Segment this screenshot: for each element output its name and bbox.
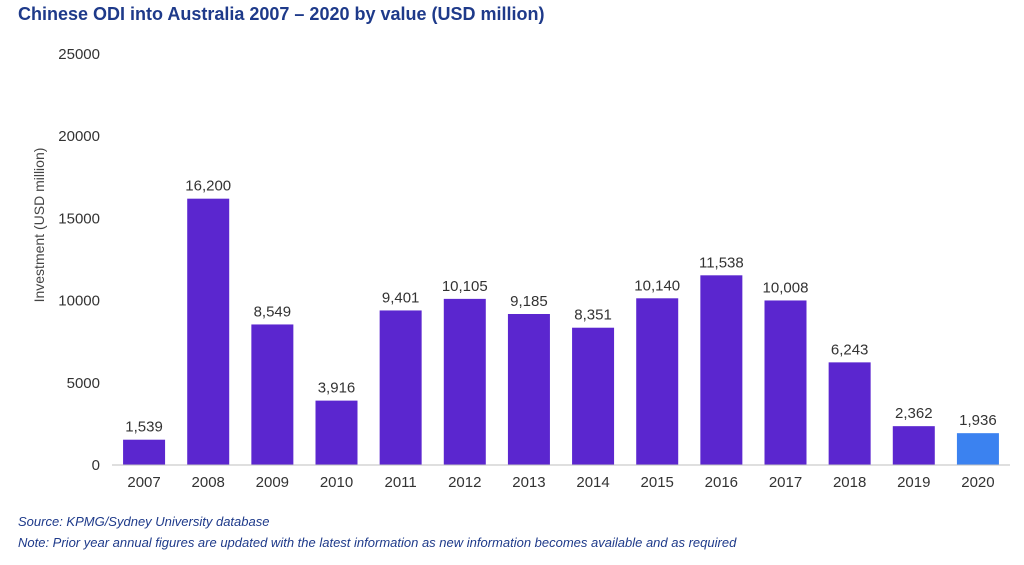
data-label: 6,243 — [831, 341, 869, 358]
bar-2009 — [251, 324, 294, 465]
data-label: 8,549 — [254, 303, 292, 320]
data-label: 10,105 — [442, 278, 488, 295]
source-note: Source: KPMG/Sydney University database — [18, 514, 270, 529]
x-tick-label: 2008 — [192, 474, 225, 491]
data-label: 1,936 — [959, 412, 997, 429]
footnote: Note: Prior year annual figures are upda… — [18, 535, 737, 550]
y-tick-label: 5000 — [67, 375, 100, 392]
data-label: 10,140 — [634, 277, 680, 294]
data-label: 1,539 — [125, 419, 163, 436]
data-label: 9,185 — [510, 293, 548, 310]
x-tick-label: 2014 — [576, 474, 609, 491]
chart-title: Chinese ODI into Australia 2007 – 2020 b… — [18, 4, 545, 24]
x-tick-label: 2015 — [641, 474, 674, 491]
bar-2020 — [956, 433, 999, 465]
y-tick-label: 20000 — [58, 128, 100, 145]
data-label: 8,351 — [574, 307, 612, 324]
bar-2016 — [700, 275, 743, 465]
x-tick-label: 2012 — [448, 474, 481, 491]
x-tick-label: 2010 — [320, 474, 353, 491]
x-tick-label: 2009 — [256, 474, 289, 491]
x-tick-label: 2016 — [705, 474, 738, 491]
bar-2007 — [123, 439, 166, 465]
bar-chart: Investment (USD million) 0 5000 10000 15000… — [31, 46, 1010, 491]
x-tick-label: 2011 — [385, 474, 417, 491]
y-tick-label: 25000 — [58, 46, 100, 63]
y-tick-label: 0 — [92, 457, 100, 474]
data-label: 10,008 — [763, 279, 809, 296]
bar-2008 — [187, 198, 230, 465]
bar-2013 — [507, 313, 550, 465]
bar-2014 — [572, 327, 615, 465]
y-tick-label: 15000 — [58, 210, 100, 227]
bar-2017 — [764, 300, 807, 465]
bars-group — [123, 198, 999, 465]
bar-2015 — [636, 298, 679, 465]
bar-2011 — [379, 310, 422, 465]
data-label: 11,538 — [699, 254, 744, 271]
x-tick-label: 2007 — [127, 474, 160, 491]
x-tick-label: 2017 — [769, 474, 802, 491]
y-tick-label: 10000 — [58, 293, 100, 310]
data-label: 9,401 — [382, 289, 420, 306]
data-label: 16,200 — [185, 178, 231, 195]
data-labels-group: 1,539 16,200 8,549 3,916 9,401 10,105 9,185 8,3… — [125, 178, 996, 436]
x-tick-label: 2020 — [961, 474, 994, 491]
bar-2019 — [892, 426, 935, 465]
data-label: 3,916 — [318, 380, 356, 397]
data-label: 2,362 — [895, 405, 933, 422]
x-axis-ticks: 2007 2008 2009 2010 2011 2012 2013 2014 2015 2016… — [127, 474, 994, 491]
bar-2012 — [443, 298, 486, 465]
bar-2010 — [315, 400, 358, 465]
x-tick-label: 2019 — [897, 474, 930, 491]
x-tick-label: 2018 — [833, 474, 866, 491]
y-axis-label: Investment (USD million) — [31, 148, 47, 303]
x-tick-label: 2013 — [512, 474, 545, 491]
bar-2018 — [828, 362, 871, 465]
y-axis-ticks: 0 5000 10000 15000 20000 25000 — [58, 46, 100, 474]
